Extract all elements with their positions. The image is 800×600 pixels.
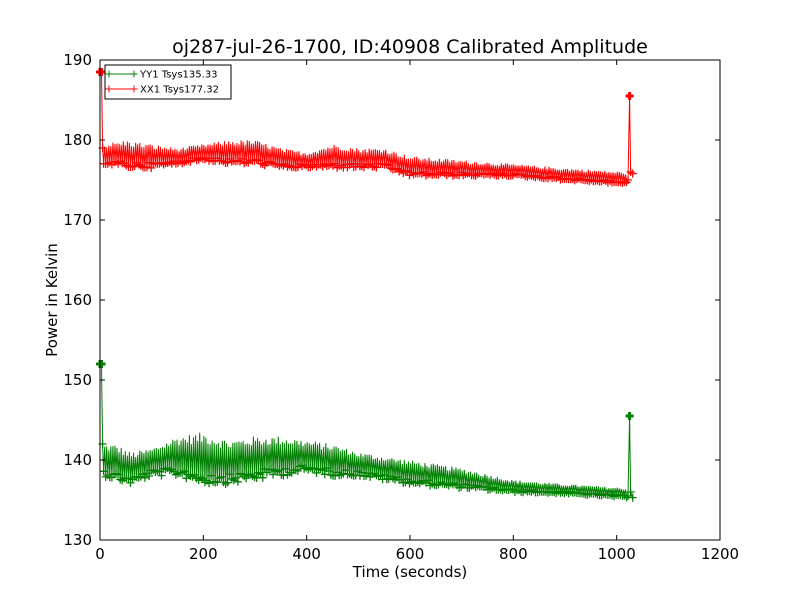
series-point: [97, 360, 106, 368]
y-tick-label: 180: [63, 131, 92, 149]
y-tick-label: 190: [63, 51, 92, 69]
x-tick-label: 800: [499, 545, 528, 563]
x-tick-label: 0: [95, 545, 105, 563]
legend-label-yy1: YY1 Tsys135.33: [139, 70, 218, 81]
legend-marker-xx1: [105, 85, 138, 93]
legend-label-xx1: XX1 Tsys177.32: [140, 85, 219, 96]
y-tick-label: 170: [63, 211, 92, 229]
y-axis-title: Power in Kelvin: [43, 243, 61, 357]
series-point: [625, 92, 634, 100]
x-tick-label: 1200: [701, 545, 739, 563]
x-tick-label: 400: [292, 545, 321, 563]
legend-box: [104, 64, 232, 100]
legend-marker-yy1: [105, 70, 138, 78]
y-axis: 130 140 150 160 170 180 190: [63, 51, 720, 549]
y-tick-label: 130: [63, 531, 92, 549]
series-point: [97, 68, 106, 76]
y-tick-label: 160: [63, 291, 92, 309]
series-point: [625, 412, 634, 420]
y-tick-label: 150: [63, 371, 92, 389]
x-tick-label: 200: [189, 545, 218, 563]
x-tick-label: 600: [396, 545, 425, 563]
x-tick-label: 1000: [598, 545, 636, 563]
chart-title: oj287-jul-26-1700, ID:40908 Calibrated A…: [172, 36, 648, 58]
x-axis: 0 200 400 600 800 1000 1200: [95, 60, 739, 563]
x-axis-title: Time (seconds): [352, 563, 468, 581]
legend: YY1 Tsys135.33 XX1 Tsys177.32: [104, 64, 232, 100]
y-tick-label: 140: [63, 451, 92, 469]
